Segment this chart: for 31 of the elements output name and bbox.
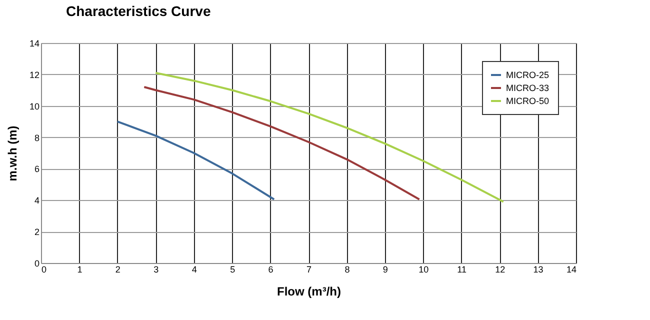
x-tick-label: 9 <box>382 264 388 274</box>
x-tick-label: 3 <box>154 264 159 274</box>
legend-label: MICRO-33 <box>506 83 550 93</box>
x-tick-label: 13 <box>533 264 544 274</box>
y-tick-label: 4 <box>34 196 40 206</box>
y-tick-label: 8 <box>34 132 40 143</box>
x-tick-label: 6 <box>268 264 274 274</box>
x-tick-label: 12 <box>495 264 506 274</box>
x-tick-label: 1 <box>77 264 82 274</box>
x-tick-label: 8 <box>344 264 350 274</box>
y-axis-title: m.w.h (m) <box>5 126 20 182</box>
chart-title: Characteristics Curve <box>66 3 211 19</box>
line-series <box>143 86 420 200</box>
legend-label: MICRO-50 <box>506 96 550 106</box>
y-tick-label: 10 <box>29 101 40 112</box>
legend-label: MICRO-25 <box>506 70 550 80</box>
x-tick-label: 7 <box>306 264 312 274</box>
x-tick-label: 5 <box>230 264 236 274</box>
x-tick-label: 10 <box>418 264 429 274</box>
y-tick-label: 12 <box>29 70 40 80</box>
x-axis-title: Flow (m³/h) <box>277 284 341 298</box>
x-tick-label: 4 <box>192 264 197 274</box>
y-tick-label: 6 <box>34 164 40 174</box>
x-tick-label: 14 <box>566 264 576 274</box>
line-series <box>154 72 504 203</box>
x-tick-label: 0 <box>42 264 47 274</box>
y-tick-label: 2 <box>34 227 40 238</box>
line-series <box>116 120 276 200</box>
x-tick-label: 11 <box>457 264 467 274</box>
x-tick-label: 2 <box>115 264 120 274</box>
y-tick-label: 14 <box>29 38 40 48</box>
